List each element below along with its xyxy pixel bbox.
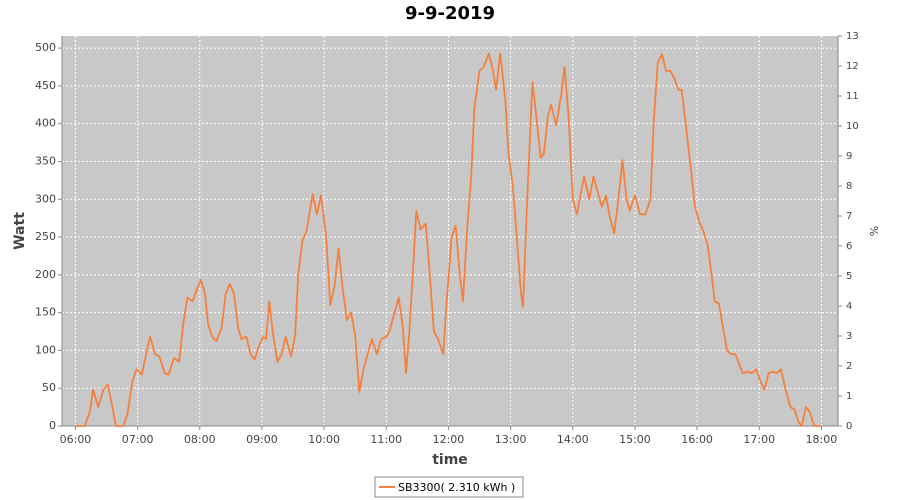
plot-area	[62, 36, 838, 426]
y2-tick-label: 9	[846, 151, 852, 162]
y2-tick-label: 5	[846, 271, 852, 282]
x-tick-label: 12:00	[433, 433, 465, 446]
x-tick-label: 09:00	[246, 433, 278, 446]
y-tick-label: 450	[35, 79, 56, 92]
x-tick-label: 08:00	[184, 433, 216, 446]
y-tick-label: 150	[35, 306, 56, 319]
series-line	[75, 52, 822, 427]
y-tick-label: 300	[35, 192, 56, 205]
y-tick-label: 400	[35, 117, 56, 130]
y-tick-label: 100	[35, 343, 56, 356]
chart-title: 9-9-2019	[405, 3, 495, 24]
y-tick-label: 500	[35, 41, 56, 54]
y2-tick-label: 4	[846, 301, 852, 312]
legend-box	[374, 476, 524, 498]
y-tick-label: 200	[35, 268, 56, 281]
y-tick-label: 0	[49, 419, 56, 432]
y2-tick-label: 8	[846, 181, 852, 192]
x-tick-label: 17:00	[743, 433, 775, 446]
y2-tick-label: 11	[846, 91, 859, 102]
x-tick-label: 15:00	[619, 433, 651, 446]
y2-axis-title: %	[867, 226, 880, 236]
x-axis-title: time	[432, 452, 468, 468]
y2-tick-label: 1	[846, 391, 852, 402]
y-tick-label: 50	[42, 381, 56, 394]
x-tick-label: 14:00	[557, 433, 589, 446]
y2-tick-label: 12	[846, 61, 859, 72]
y-tick-label: 350	[35, 154, 56, 167]
x-tick-label: 06:00	[60, 433, 92, 446]
y2-tick-label: 3	[846, 331, 852, 342]
y2-tick-label: 2	[846, 361, 852, 372]
y-axis-title: Watt	[12, 212, 28, 250]
y2-tick-label: 6	[846, 241, 852, 252]
x-tick-label: 11:00	[370, 433, 402, 446]
y-tick-label: 250	[35, 230, 56, 243]
legend-label: SB3300( 2.310 kWh )	[398, 481, 515, 494]
x-tick-label: 13:00	[495, 433, 527, 446]
x-tick-label: 10:00	[308, 433, 340, 446]
y2-tick-label: 10	[846, 121, 859, 132]
x-tick-label: 16:00	[681, 433, 713, 446]
x-tick-label: 18:00	[806, 433, 838, 446]
y2-tick-label: 7	[846, 211, 852, 222]
y2-tick-label: 0	[846, 421, 852, 432]
x-tick-label: 07:00	[122, 433, 154, 446]
y2-tick-label: 13	[846, 31, 859, 42]
